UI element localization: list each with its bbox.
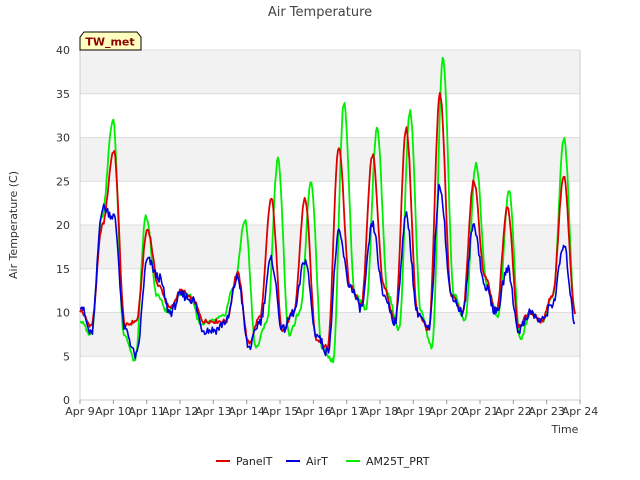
x-tick-label: Apr 12	[162, 405, 199, 418]
x-axis-label: Time	[551, 423, 579, 436]
plot-band	[80, 137, 580, 182]
y-tick-label: 40	[56, 44, 70, 57]
x-tick-label: Apr 23	[528, 405, 565, 418]
x-tick-label: Apr 14	[228, 405, 265, 418]
y-tick-label: 30	[56, 132, 70, 145]
series-lines	[79, 56, 576, 364]
x-tick-label: Apr 19	[395, 405, 432, 418]
y-tick-label: 15	[56, 263, 70, 276]
x-tick-label: Apr 15	[262, 405, 299, 418]
x-tick-label: Apr 16	[295, 405, 332, 418]
chart-title: Air Temperature	[268, 5, 372, 20]
x-tick-label: Apr 10	[95, 405, 132, 418]
y-tick-label: 20	[56, 219, 70, 232]
plot-band	[80, 225, 580, 269]
x-tick-label: Apr 9	[65, 405, 95, 418]
y-tick-label: 25	[56, 175, 70, 188]
legend-label: AM25T_PRT	[366, 455, 430, 468]
plot-band	[80, 50, 580, 94]
station-label: TW_met	[85, 36, 134, 49]
series-line-airt	[79, 183, 576, 360]
legend-label: PanelT	[236, 455, 273, 468]
x-tick-label: Apr 13	[195, 405, 232, 418]
x-tick-label: Apr 20	[428, 405, 465, 418]
x-tick-label: Apr 24	[562, 405, 599, 418]
x-tick-label: Apr 11	[128, 405, 165, 418]
x-tick-label: Apr 17	[328, 405, 365, 418]
y-tick-label: 0	[63, 394, 70, 407]
legend-label: AirT	[306, 455, 328, 468]
x-tick-label: Apr 21	[462, 405, 499, 418]
y-tick-label: 5	[63, 350, 70, 363]
x-tick-label: Apr 22	[495, 405, 532, 418]
x-tick-label: Apr 18	[362, 405, 399, 418]
axes	[79, 50, 581, 404]
y-tick-label: 10	[56, 307, 70, 320]
station-label-box: TW_met	[79, 31, 142, 51]
y-tick-label: 35	[56, 88, 70, 101]
legend: PanelT AirT AM25T_PRT	[216, 455, 430, 468]
y-axis-label: Air Temperature (C)	[7, 171, 20, 279]
